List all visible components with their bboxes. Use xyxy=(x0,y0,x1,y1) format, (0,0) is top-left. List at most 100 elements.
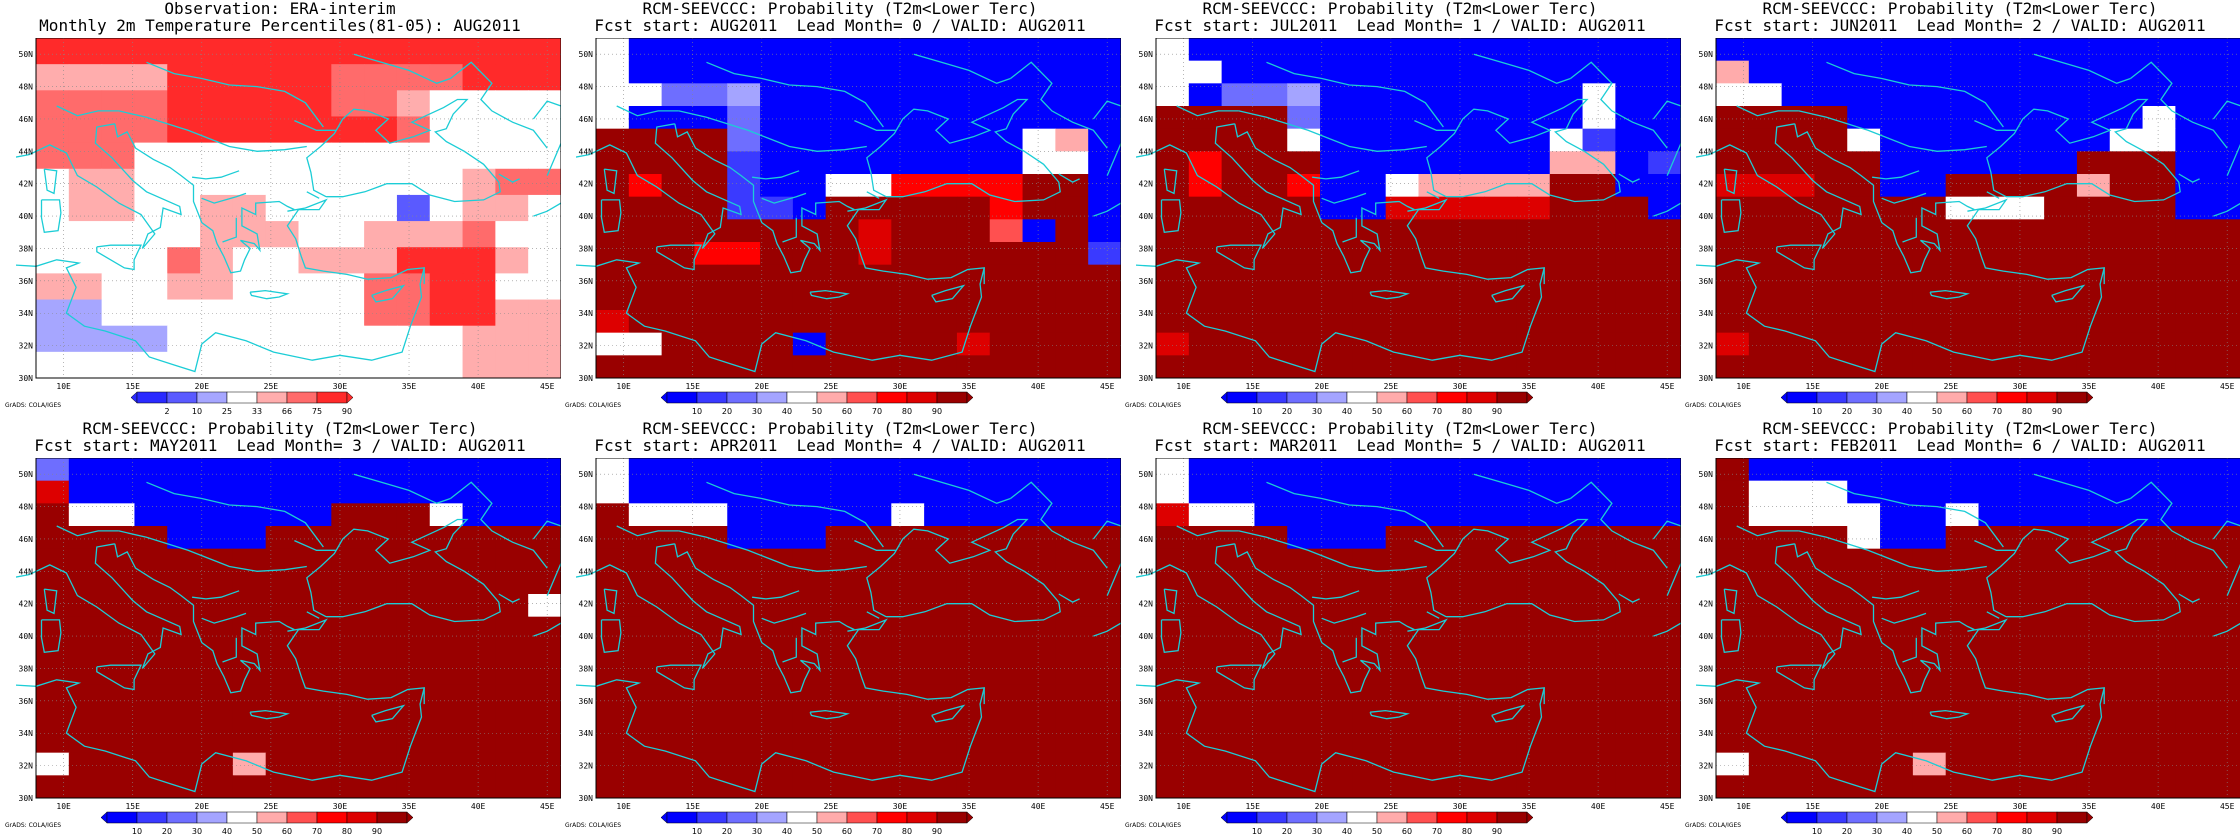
grid-cell xyxy=(1055,151,1089,175)
grid-cell xyxy=(825,684,859,708)
grid-cell xyxy=(1156,503,1190,527)
grid-cell xyxy=(429,142,464,170)
lat-tick-label: 44N xyxy=(1139,567,1154,576)
grid-cell xyxy=(2044,242,2078,266)
grid-cell xyxy=(661,639,695,663)
grid-cell xyxy=(1945,458,1979,482)
grid-cell xyxy=(1847,242,1881,266)
lon-tick-label: 25E xyxy=(824,382,839,391)
grid-cell xyxy=(2044,775,2078,799)
grid-cell xyxy=(2142,60,2176,84)
grid-cell xyxy=(989,458,1024,482)
grid-cell xyxy=(232,194,267,222)
grid-cell xyxy=(1549,151,1584,175)
grid-cell xyxy=(891,151,925,175)
grid-cell xyxy=(1484,616,1518,640)
grid-cell xyxy=(1451,480,1485,504)
grid-cell xyxy=(1814,480,1848,504)
grid-cell xyxy=(528,480,561,504)
grid-cell xyxy=(1385,594,1419,618)
grid-cell xyxy=(1254,287,1288,311)
grid-cell xyxy=(364,775,398,799)
grid-cell xyxy=(462,168,496,196)
grid-cell xyxy=(956,219,991,243)
grid-cell xyxy=(956,639,991,663)
grid-cell xyxy=(2044,707,2078,731)
lat-tick-label: 32N xyxy=(1139,342,1154,351)
grid-cell xyxy=(1418,310,1452,334)
grid-cell xyxy=(429,221,464,248)
grid-cell xyxy=(792,775,827,799)
panel-subtitle: Fcst start: APR2011 Lead Month= 4 / VALI… xyxy=(594,436,1086,455)
grid-cell xyxy=(858,480,892,504)
grid-cell xyxy=(200,662,234,686)
lon-tick-label: 30E xyxy=(1453,382,1468,391)
grid-cell xyxy=(1022,106,1056,130)
colorbar-swatch xyxy=(136,391,168,404)
grid-cell xyxy=(2142,174,2176,198)
grid-cell xyxy=(1418,458,1452,482)
grid-cell xyxy=(2208,594,2240,618)
grid-cell xyxy=(2142,287,2176,311)
grid-cell xyxy=(694,480,728,504)
grid-cell xyxy=(2011,594,2045,618)
colorbar-label: 20 xyxy=(1842,827,1852,836)
grid-cell xyxy=(528,526,561,550)
grid-cell xyxy=(891,752,925,776)
grid-cell xyxy=(596,594,630,618)
grid-cell xyxy=(2208,310,2240,334)
grid-cell xyxy=(2109,151,2144,175)
grid-cell xyxy=(1320,196,1354,220)
grid-cell xyxy=(1615,526,1649,550)
grid-cell xyxy=(1781,548,1815,572)
grid-cell xyxy=(1156,571,1190,595)
grid-cell xyxy=(331,571,365,595)
grid-cell xyxy=(1418,151,1452,175)
grid-cell xyxy=(924,662,958,686)
grid-cell xyxy=(528,594,561,618)
grid-cell xyxy=(1847,752,1881,776)
grid-cell xyxy=(68,707,103,731)
grid-cell xyxy=(1156,526,1190,550)
grid-cell xyxy=(2011,60,2045,84)
grid-cell xyxy=(1978,775,2012,799)
lat-tick-label: 46N xyxy=(579,535,594,544)
grid-cell xyxy=(2076,264,2111,288)
map-panel-lm1: RCM-SEEVCCC: Probability (T2m<Lower Terc… xyxy=(1120,0,1681,420)
grid-cell xyxy=(956,196,991,220)
grid-cell xyxy=(134,503,168,527)
grid-cell xyxy=(792,196,827,220)
grid-cell xyxy=(694,571,728,595)
lat-tick-label: 50N xyxy=(19,470,34,479)
grid-cell xyxy=(661,151,695,175)
grid-cell xyxy=(694,219,728,243)
colorbar-label: 90 xyxy=(2052,407,2062,416)
grid-cell xyxy=(36,571,70,595)
grid-cell xyxy=(429,480,464,504)
grid-cell xyxy=(1716,458,1750,482)
grid-cell xyxy=(1847,83,1881,107)
grid-cell xyxy=(134,458,168,482)
grid-cell xyxy=(265,662,299,686)
grid-cell xyxy=(1055,662,1089,686)
grid-cell xyxy=(1022,684,1056,708)
coastline xyxy=(576,53,1121,373)
grid-cell xyxy=(429,325,464,353)
grid-cell xyxy=(628,106,663,130)
grid-cell xyxy=(265,116,299,144)
lon-tick-label: 15E xyxy=(1805,382,1820,391)
grid-cell xyxy=(134,526,168,550)
grid-cell xyxy=(1188,310,1223,334)
grid-cell xyxy=(727,571,761,595)
grid-cell xyxy=(1385,310,1419,334)
grid-cell xyxy=(495,526,529,550)
grid-cell xyxy=(200,168,234,196)
grid-cell xyxy=(1781,310,1815,334)
grid-cell xyxy=(364,548,398,572)
grid-cell xyxy=(134,707,168,731)
grid-cell xyxy=(1287,196,1321,220)
grid-cell xyxy=(989,775,1024,799)
grid-cell xyxy=(1945,480,1979,504)
grid-cell xyxy=(101,458,135,482)
grid-cell xyxy=(1022,287,1056,311)
